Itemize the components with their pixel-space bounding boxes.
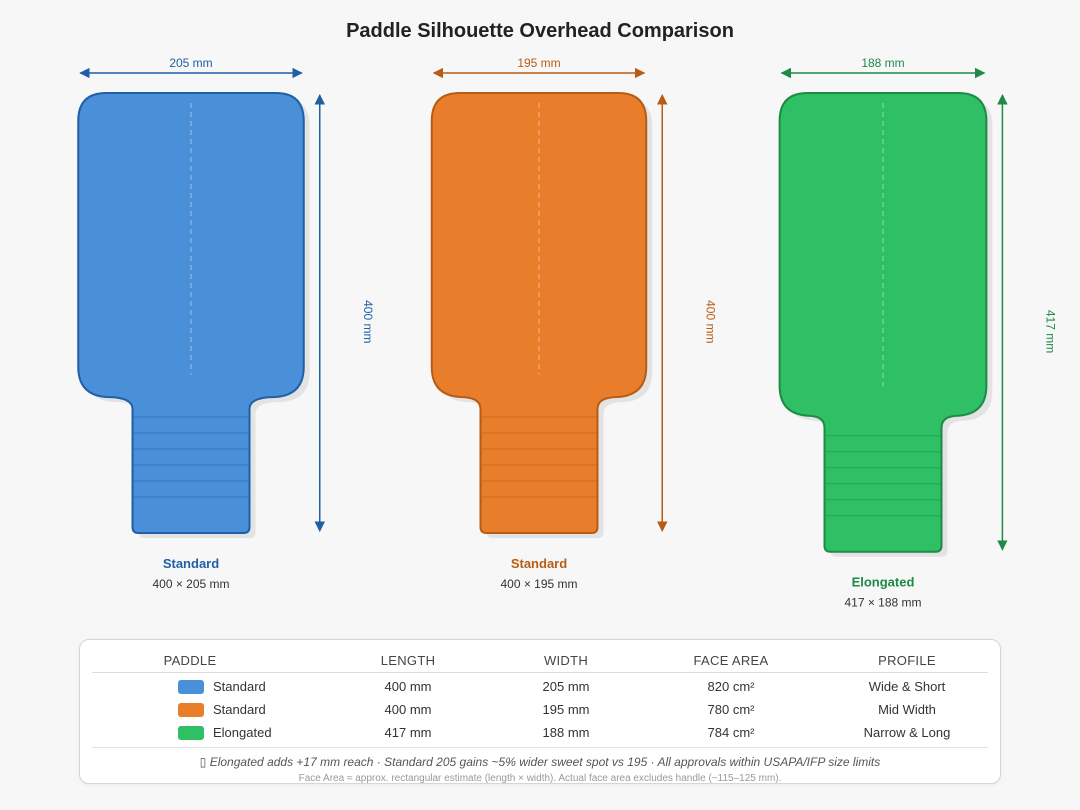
row-width: 188 mm [542,725,590,740]
length-label: 417 mm [1043,310,1057,353]
row-face-area: 820 cm² [707,679,755,694]
row-profile: Mid Width [878,702,936,717]
header-profile: PROFILE [878,653,936,668]
header-paddle: PADDLE [163,653,217,668]
header-width: WIDTH [543,653,589,668]
row-profile: Narrow & Long [863,725,951,740]
length-label: 400 mm [361,300,375,343]
paddle-name-label: Standard [511,556,567,571]
comparison-table: PADDLE LENGTH WIDTH FACE AREA PROFILE St… [79,639,1001,784]
row-name: Standard [213,702,266,717]
comparison-note: ▯ Elongated adds +17 mm reach · Standard… [199,755,881,769]
color-swatch [178,726,204,740]
table-row: Standard 400 mm 205 mm 820 cm² Wide & Sh… [92,676,988,698]
row-width: 205 mm [542,679,590,694]
row-face-area: 780 cm² [707,702,755,717]
paddle-silhouette [77,92,305,534]
color-swatch [178,680,204,694]
paddle-size-label: 400 × 195 mm [500,577,577,591]
paddle-size-label: 417 × 188 mm [844,596,921,610]
width-label: 195 mm [517,56,560,70]
header-length: LENGTH [380,653,436,668]
page-title: Paddle Silhouette Overhead Comparison [346,20,734,42]
row-width: 195 mm [542,702,590,717]
table-divider [92,747,988,748]
length-label: 400 mm [703,300,717,343]
table-row: Standard 400 mm 195 mm 780 cm² Mid Width [92,699,988,721]
row-length: 417 mm [384,725,432,740]
row-face-area: 784 cm² [707,725,755,740]
row-length: 400 mm [384,679,432,694]
paddle-name-label: Elongated [852,575,915,590]
width-label: 205 mm [169,56,212,70]
paddle-silhouette [778,92,988,553]
paddle-name-label: Standard [163,556,219,571]
row-profile: Wide & Short [868,679,946,694]
table-header: PADDLE LENGTH WIDTH FACE AREA PROFILE [92,650,988,673]
color-swatch [178,703,204,717]
row-name: Standard [213,679,266,694]
paddle-silhouette [430,92,648,534]
paddle-size-label: 400 × 205 mm [152,577,229,591]
table-footnote: Face Area ≈ approx. rectangular estimate… [298,773,782,784]
row-length: 400 mm [384,702,432,717]
width-label: 188 mm [861,56,904,70]
row-name: Elongated [213,725,272,740]
table-row: Elongated 417 mm 188 mm 784 cm² Narrow &… [92,722,988,744]
header-face-area: FACE AREA [693,653,769,668]
paddle-silhouettes: 205 mm 400 mm Standard 400 × 205 mm 195 mm 40… [77,56,1057,610]
